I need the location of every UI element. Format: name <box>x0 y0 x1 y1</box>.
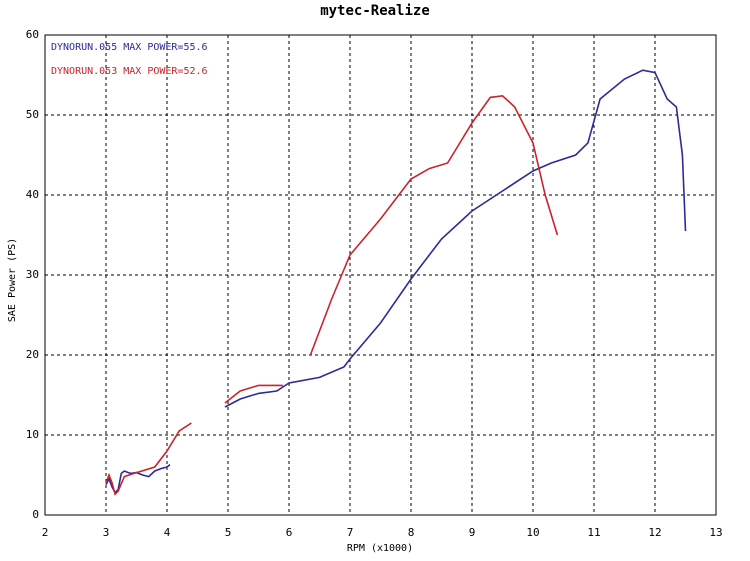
x-tick-label: 9 <box>469 526 476 539</box>
y-tick-label: 0 <box>32 508 39 521</box>
x-tick-label: 3 <box>103 526 110 539</box>
power-curve <box>105 69 687 494</box>
x-tick-label: 11 <box>587 526 600 539</box>
legend-entry: DYNORUN.055 MAX POWER=55.6 <box>51 42 208 53</box>
x-tick-label: 10 <box>526 526 539 539</box>
x-tick-label: 5 <box>225 526 232 539</box>
power-curve <box>105 94 559 496</box>
x-tick-label: 13 <box>709 526 722 539</box>
x-tick-label: 2 <box>42 526 49 539</box>
x-tick-label: 12 <box>648 526 661 539</box>
legend-entry: DYNORUN.053 MAX POWER=52.6 <box>51 66 208 77</box>
y-tick-label: 50 <box>26 108 39 121</box>
y-tick-label: 10 <box>26 428 39 441</box>
y-tick-label: 20 <box>26 348 39 361</box>
y-tick-label: 30 <box>26 268 39 281</box>
x-axis-label: RPM (x1000) <box>347 543 413 554</box>
x-tick-label: 7 <box>347 526 354 539</box>
y-axis-label: SAE Power (PS) <box>7 238 18 322</box>
chart-title: mytec-Realize <box>320 3 430 19</box>
x-tick-label: 8 <box>408 526 415 539</box>
y-tick-label: 60 <box>26 28 39 41</box>
x-tick-label: 4 <box>164 526 171 539</box>
y-tick-label: 40 <box>26 188 39 201</box>
x-tick-label: 6 <box>286 526 293 539</box>
